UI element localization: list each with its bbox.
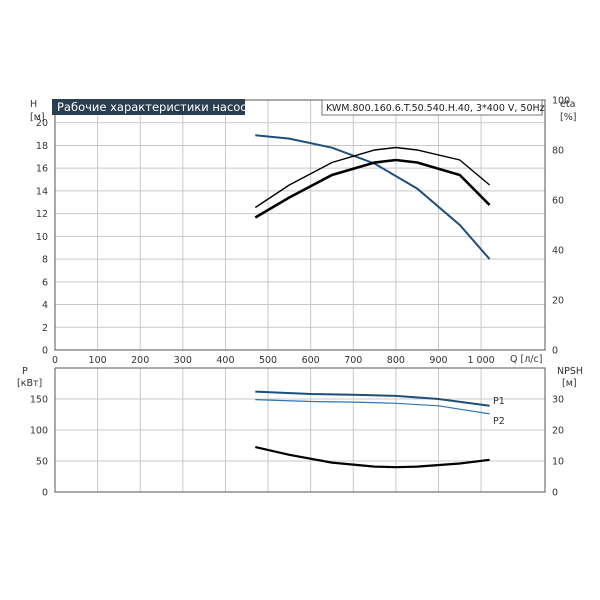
y-left-tick-label: 20	[36, 118, 48, 129]
x-tick-label: 700	[344, 355, 362, 366]
y-left-tick-label: 6	[42, 277, 48, 288]
bottom-y-left-ticks: 0 50 100 150	[30, 395, 48, 499]
y-right-label-top: eta	[560, 99, 575, 110]
x-tick-label: 400	[216, 355, 234, 366]
series-label-p1: P1	[493, 396, 505, 407]
x-tick-label: 100	[89, 355, 107, 366]
p1-power-curve	[255, 390, 490, 407]
y-right-unit-top: [%]	[560, 112, 576, 123]
y-left-unit-bottom: [кВт]	[17, 378, 42, 389]
y-right-tick-label: 60	[552, 196, 564, 207]
chart-title: Рабочие характеристики насоса	[57, 100, 254, 114]
x-axis-label: Q [л/с]	[510, 354, 542, 365]
x-tick-label: 300	[174, 355, 192, 366]
bottom-grid	[54, 368, 545, 493]
top-y-left-ticks: 0 2 4 6 8 10 12 14 16 18 20	[36, 118, 48, 356]
x-tick-label: 500	[259, 355, 277, 366]
top-plot-frame	[54, 99, 546, 351]
y-right-tick-label: 10	[552, 457, 564, 468]
y-right-tick-label: 20	[552, 426, 564, 437]
y-left-label-top: H	[30, 99, 37, 110]
y-left-tick-label: 12	[36, 209, 48, 220]
y-left-tick-label: 0	[42, 488, 48, 499]
bottom-y-right-ticks: 0 10 20 30	[552, 395, 564, 499]
y-right-tick-label: 0	[552, 346, 558, 357]
model-box	[321, 99, 543, 116]
efficiency-curve-lower	[254, 158, 491, 219]
y-left-tick-label: 100	[30, 426, 48, 437]
bottom-series-group	[255, 390, 490, 469]
efficiency-curve-upper	[254, 146, 491, 209]
y-left-tick-label: 150	[30, 395, 48, 406]
x-tick-label: 900	[429, 355, 447, 366]
x-tick-label: 200	[131, 355, 149, 366]
y-right-tick-label: 0	[552, 488, 558, 499]
top-x-ticks: 0 100 200 300 400 500 600 700 800 900 1 000	[52, 355, 495, 366]
npsh-curve	[255, 446, 490, 469]
x-tick-label: 800	[387, 355, 405, 366]
y-right-tick-label: 30	[552, 395, 564, 406]
y-left-label-bottom: P	[22, 366, 28, 377]
y-left-tick-label: 2	[42, 323, 48, 334]
y-right-label-bottom: NPSH	[557, 366, 583, 377]
y-right-tick-label: 40	[552, 246, 564, 257]
y-left-tick-label: 8	[42, 255, 48, 266]
x-tick-label: 600	[302, 355, 320, 366]
y-left-tick-label: 18	[36, 141, 48, 152]
x-tick-label: 1 000	[467, 355, 494, 366]
y-left-tick-label: 0	[42, 346, 48, 357]
y-left-tick-label: 4	[42, 300, 48, 311]
y-left-tick-label: 10	[36, 232, 48, 243]
title-box	[52, 99, 245, 115]
y-right-unit-bottom: [м]	[562, 378, 577, 389]
bottom-plot-frame	[54, 367, 546, 493]
x-tick-label: 0	[52, 355, 58, 366]
y-left-tick-label: 14	[36, 186, 48, 197]
y-right-tick-label: 100	[552, 96, 570, 107]
series-label-p2: P2	[493, 416, 505, 427]
y-left-tick-label: 16	[36, 164, 48, 175]
y-left-tick-label: 50	[36, 457, 48, 468]
y-right-tick-label: 20	[552, 296, 564, 307]
top-y-right-ticks: 0 20 40 60 80 100	[552, 96, 570, 357]
top-series-group	[254, 134, 491, 260]
model-label: KWM.800.160.6.T.50.540.H.40, 3*400 V, 50…	[326, 103, 545, 114]
p2-power-curve	[255, 399, 490, 415]
y-left-unit-top: [м]	[30, 112, 45, 123]
top-grid	[54, 100, 545, 351]
y-right-tick-label: 80	[552, 146, 564, 157]
